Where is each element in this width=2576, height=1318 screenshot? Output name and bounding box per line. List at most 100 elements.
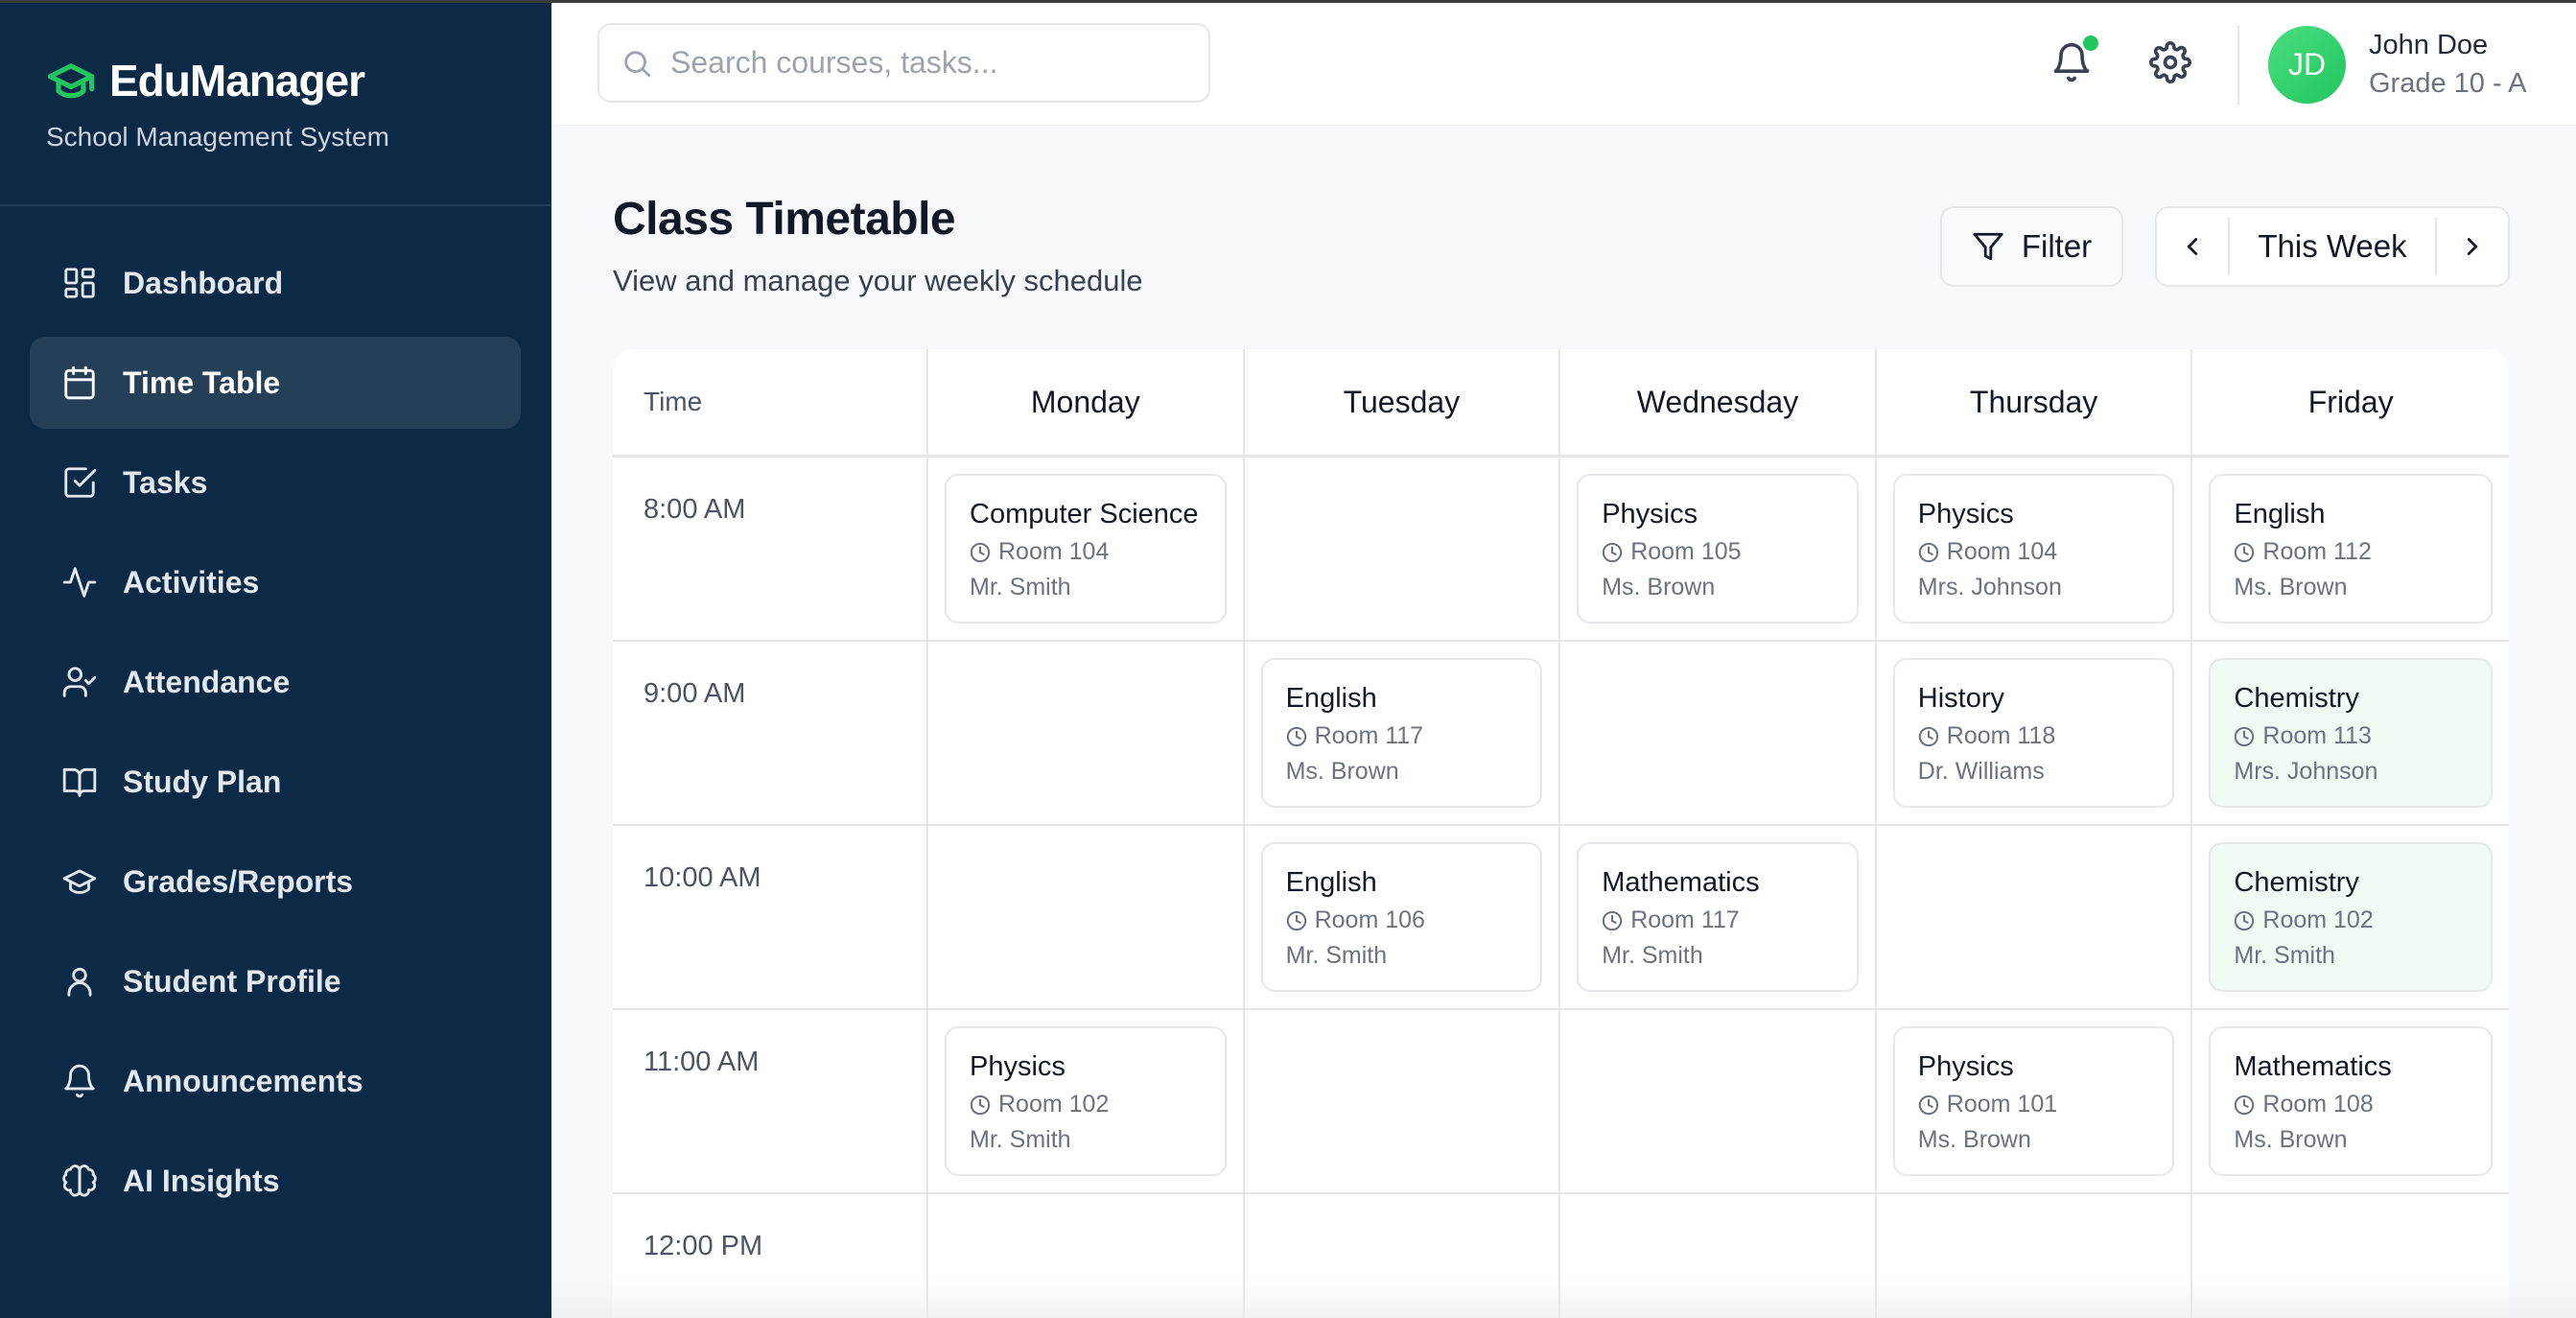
- clock-icon: [1286, 726, 1306, 746]
- bottom-fade: [551, 1279, 2576, 1318]
- gear-icon[interactable]: [2149, 41, 2191, 83]
- class-card[interactable]: English Room 117 Ms. Brown: [1260, 658, 1543, 808]
- search-input[interactable]: [670, 45, 1188, 81]
- class-card[interactable]: History Room 118 Dr. Williams: [1892, 658, 2175, 808]
- timetable-cell[interactable]: [1560, 1194, 1877, 1318]
- class-card[interactable]: Physics Room 104 Mrs. Johnson: [1892, 474, 2175, 624]
- class-card[interactable]: Chemistry Room 102 Mr. Smith: [2209, 842, 2493, 992]
- class-card[interactable]: Computer Science Room 104 Mr. Smith: [945, 474, 1227, 624]
- user-name: John Doe: [2369, 30, 2489, 60]
- class-subject: Physics: [1917, 499, 2014, 530]
- timetable-cell[interactable]: [928, 826, 1245, 1010]
- clock-icon: [1918, 542, 1938, 562]
- timetable-cell[interactable]: [1876, 826, 2193, 1010]
- class-subject: History: [1917, 683, 2005, 714]
- class-card[interactable]: Physics Room 102 Mr. Smith: [945, 1026, 1227, 1176]
- clock-icon: [2235, 542, 2255, 562]
- clock-icon: [1603, 910, 1623, 930]
- timetable-cell[interactable]: Mathematics Room 117 Mr. Smith: [1560, 826, 1877, 1010]
- header-divider: [2237, 26, 2239, 105]
- class-card[interactable]: Mathematics Room 108 Ms. Brown: [2209, 1026, 2493, 1176]
- timetable-cell[interactable]: [1244, 458, 1561, 642]
- sidebar-item-time-table[interactable]: Time Table: [30, 337, 521, 429]
- clock-icon: [1918, 1094, 1938, 1115]
- timetable-cell[interactable]: [1245, 1194, 1561, 1318]
- class-teacher: Mrs. Johnson: [1917, 574, 2062, 600]
- class-room: Room 101: [1946, 1091, 2058, 1118]
- timetable-cell[interactable]: [1877, 1194, 2193, 1318]
- bell-icon[interactable]: [2050, 41, 2093, 83]
- user-grade: Grade 10 - A: [2369, 68, 2527, 99]
- next-week-button[interactable]: [2437, 208, 2508, 285]
- class-subject: Physics: [1602, 499, 1698, 530]
- class-room: Room 105: [1630, 538, 1742, 565]
- class-card[interactable]: Physics Room 101 Ms. Brown: [1892, 1026, 2175, 1176]
- class-card[interactable]: Mathematics Room 117 Mr. Smith: [1577, 842, 1859, 992]
- sidebar-item-attendance[interactable]: Attendance: [30, 636, 521, 728]
- timetable-cell[interactable]: [928, 642, 1245, 826]
- clock-icon: [1918, 726, 1938, 746]
- class-subject: Chemistry: [2234, 867, 2359, 898]
- class-card[interactable]: Physics Room 105 Ms. Brown: [1577, 474, 1859, 624]
- search-box[interactable]: [597, 23, 1210, 103]
- timetable-cell[interactable]: Physics Room 101 Ms. Brown: [1876, 1010, 2193, 1194]
- timetable-cell[interactable]: English Room 106 Mr. Smith: [1244, 826, 1561, 1010]
- class-card[interactable]: English Room 106 Mr. Smith: [1260, 842, 1543, 992]
- sidebar-item-ai-insights[interactable]: AI Insights: [30, 1135, 521, 1227]
- user-icon: [67, 967, 92, 997]
- class-room: Room 117: [1630, 906, 1740, 933]
- class-teacher: Mr. Smith: [1602, 942, 1703, 969]
- time-column-header: Time: [613, 349, 928, 458]
- timetable-cell[interactable]: Mathematics Room 108 Ms. Brown: [2192, 1010, 2509, 1194]
- timetable-cell[interactable]: [928, 1194, 1245, 1318]
- timetable-cell[interactable]: Chemistry Room 113 Mrs. Johnson: [2192, 642, 2509, 826]
- previous-week-button[interactable]: [2157, 208, 2228, 285]
- timetable-cell[interactable]: Computer Science Room 104 Mr. Smith: [928, 458, 1245, 642]
- clock-icon: [2235, 1094, 2255, 1115]
- timetable-cell[interactable]: Chemistry Room 102 Mr. Smith: [2192, 826, 2509, 1010]
- sidebar-item-student-profile[interactable]: Student Profile: [30, 935, 521, 1027]
- sidebar-item-label: Grades/Reports: [123, 863, 354, 899]
- class-room-row: Room 117: [1602, 906, 1834, 934]
- class-room: Room 106: [1314, 906, 1425, 933]
- class-subject: Mathematics: [1602, 867, 1760, 898]
- timetable-cell[interactable]: Physics Room 104 Mrs. Johnson: [1876, 458, 2193, 642]
- timetable-cell[interactable]: [1560, 642, 1877, 826]
- class-teacher: Ms. Brown: [1917, 1126, 2031, 1153]
- page-title: Class Timetable: [613, 194, 956, 245]
- timetable-cell[interactable]: Physics Room 105 Ms. Brown: [1560, 458, 1877, 642]
- logo[interactable]: EduManager: [46, 55, 365, 106]
- sidebar-item-dashboard[interactable]: Dashboard: [30, 237, 521, 329]
- timetable-cell[interactable]: [1244, 1010, 1561, 1194]
- book-icon: [62, 767, 97, 797]
- class-room: Room 102: [998, 1091, 1110, 1118]
- time-slot-label: 10:00 AM: [613, 826, 928, 1010]
- filter-button[interactable]: Filter: [1940, 206, 2123, 287]
- timetable-cell[interactable]: History Room 118 Dr. Williams: [1876, 642, 2193, 826]
- avatar[interactable]: JD: [2268, 26, 2346, 104]
- class-room-row: Room 104: [1918, 538, 2150, 566]
- timetable-cell[interactable]: Physics Room 102 Mr. Smith: [928, 1010, 1245, 1194]
- timetable-cell[interactable]: English Room 117 Ms. Brown: [1244, 642, 1561, 826]
- timetable-cell[interactable]: English Room 112 Ms. Brown: [2192, 458, 2509, 642]
- sidebar-item-study-plan[interactable]: Study Plan: [30, 736, 521, 828]
- sidebar-item-activities[interactable]: Activities: [30, 536, 521, 628]
- sidebar-item-label: Tasks: [123, 464, 208, 500]
- class-card[interactable]: English Room 112 Ms. Brown: [2209, 474, 2493, 624]
- class-teacher: Mr. Smith: [970, 1126, 1071, 1153]
- user-check-icon: [62, 667, 97, 697]
- timetable-cell[interactable]: [1560, 1010, 1877, 1194]
- chevron-left-icon: [2187, 238, 2198, 255]
- class-subject: Computer Science: [970, 499, 1199, 530]
- day-header-wednesday: Wednesday: [1560, 349, 1877, 458]
- week-navigator: This Week: [2155, 206, 2510, 287]
- sidebar-item-grades-reports[interactable]: Grades/Reports: [30, 836, 521, 928]
- class-room: Room 113: [2262, 722, 2372, 749]
- class-room-row: Room 113: [2234, 722, 2468, 750]
- class-card[interactable]: Chemistry Room 113 Mrs. Johnson: [2209, 658, 2493, 808]
- sidebar-item-announcements[interactable]: Announcements: [30, 1035, 521, 1127]
- sidebar-item-tasks[interactable]: Tasks: [30, 436, 521, 529]
- class-subject: Physics: [970, 1051, 1066, 1082]
- page-subtitle: View and manage your weekly schedule: [613, 264, 1143, 297]
- graduation-cap-icon: [62, 869, 97, 894]
